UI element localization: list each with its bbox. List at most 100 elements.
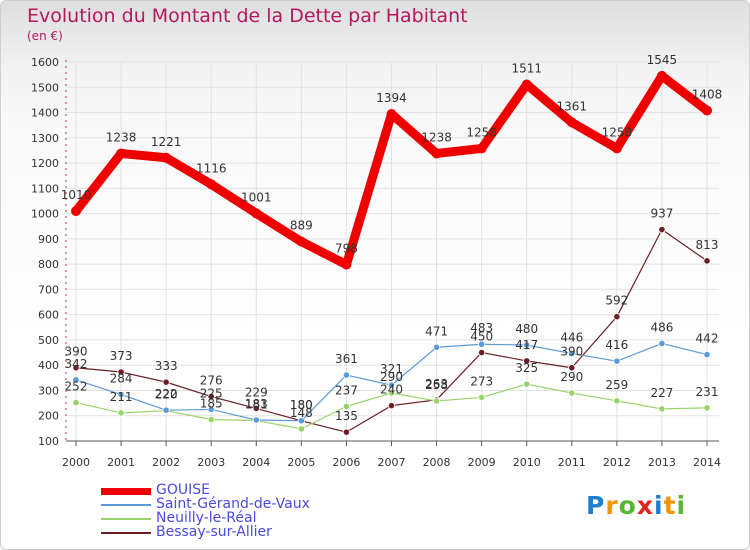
- data-label: 220: [155, 388, 178, 402]
- legend-swatch-gouise: [101, 488, 151, 495]
- data-point: [117, 390, 125, 399]
- data-point: [432, 343, 441, 351]
- chart-subtitle: (en €): [27, 29, 63, 43]
- data-label: 321: [380, 362, 403, 376]
- data-label: 390: [65, 345, 88, 359]
- data-point: [523, 380, 531, 388]
- data-label: 222: [155, 387, 178, 401]
- y-tick-label: 700: [38, 283, 59, 296]
- data-point: [252, 404, 260, 413]
- data-label: 276: [200, 374, 223, 388]
- y-tick-label: 200: [38, 410, 59, 423]
- data-point: [72, 364, 80, 372]
- x-tick-label: 2013: [648, 456, 676, 469]
- y-tick-label: 400: [38, 359, 59, 372]
- x-tick-label: 2010: [513, 456, 541, 469]
- logo-letter: x: [636, 491, 654, 520]
- logo-letter: i: [676, 491, 687, 520]
- legend-label-saint-gerand-de-vaux: Saint-Gérand-de-Vaux: [156, 496, 310, 512]
- data-label: 148: [290, 406, 313, 420]
- data-point: [72, 376, 80, 384]
- data-label: 450: [470, 330, 493, 344]
- data-label: 1258: [466, 125, 497, 139]
- data-point: [613, 397, 621, 405]
- data-point: [613, 313, 621, 321]
- data-point: [568, 349, 576, 358]
- data-label: 592: [605, 294, 628, 308]
- legend-swatch-neuilly-le-real: [101, 518, 151, 520]
- data-label: 442: [696, 332, 719, 346]
- data-label: 361: [335, 352, 358, 366]
- x-tick-label: 2007: [378, 456, 406, 469]
- x-tick-label: 2003: [197, 456, 225, 469]
- data-label: 416: [605, 338, 628, 352]
- data-point: [342, 402, 351, 410]
- data-point: [117, 409, 125, 417]
- data-label: 1545: [647, 53, 678, 67]
- legend-label-gouise: GOUISE: [156, 482, 210, 498]
- data-point: [206, 179, 217, 190]
- data-label: 1394: [376, 91, 407, 105]
- data-point: [568, 389, 576, 397]
- x-tick-label: 2012: [603, 456, 631, 469]
- data-label: 181: [245, 398, 268, 412]
- legend-swatch-saint-gerand-de-vaux: [101, 504, 151, 506]
- data-label: 813: [696, 238, 719, 252]
- data-label: 180: [290, 398, 313, 412]
- data-label: 1258: [602, 125, 633, 139]
- data-label: 417: [515, 338, 538, 352]
- data-label: 273: [470, 374, 493, 388]
- y-tick-label: 1600: [31, 56, 59, 69]
- data-point: [207, 415, 215, 424]
- data-point: [523, 357, 531, 365]
- data-point: [702, 105, 712, 116]
- data-point: [658, 405, 666, 413]
- data-point: [297, 417, 305, 425]
- data-point: [656, 70, 667, 81]
- data-label: 342: [65, 357, 88, 371]
- x-tick-label: 2009: [468, 456, 496, 469]
- data-point: [478, 340, 486, 348]
- data-point: [72, 398, 80, 407]
- data-label: 471: [425, 324, 448, 338]
- data-point: [207, 405, 215, 414]
- y-tick-label: 1100: [31, 182, 59, 195]
- x-tick-label: 2006: [332, 456, 360, 469]
- data-label: 1408: [692, 88, 723, 102]
- data-point: [117, 368, 125, 376]
- legend-item-neuilly-le-real: Neuilly-le-Réal: [101, 510, 361, 526]
- data-label: 290: [380, 370, 403, 384]
- data-label: 390: [560, 345, 583, 359]
- logo-letter: P: [586, 491, 606, 520]
- data-label: 373: [110, 349, 133, 363]
- x-tick-label: 2014: [693, 456, 721, 469]
- y-tick-label: 100: [38, 435, 59, 448]
- y-tick-label: 300: [38, 384, 59, 397]
- y-tick-label: 1200: [31, 157, 59, 170]
- x-tick-label: 2008: [423, 456, 451, 469]
- data-point: [162, 378, 170, 386]
- x-tick-label: 2002: [152, 456, 180, 469]
- y-tick-label: 900: [38, 233, 59, 246]
- data-point: [161, 152, 172, 163]
- data-point: [162, 406, 170, 414]
- chart-title: Evolution du Montant de la Dette par Hab…: [27, 5, 468, 27]
- logo-letter: r: [605, 491, 619, 520]
- legend-swatch-bessay-sur-allier: [101, 532, 151, 534]
- data-point: [478, 348, 486, 357]
- data-label: 1001: [241, 190, 272, 204]
- data-point: [613, 357, 621, 365]
- x-tick-label: 2005: [287, 456, 315, 469]
- logo-letter: i: [654, 491, 664, 520]
- data-label: 1238: [421, 130, 452, 144]
- data-label: 229: [245, 385, 268, 399]
- data-point: [703, 350, 711, 359]
- data-point: [611, 143, 622, 154]
- data-point: [658, 339, 666, 348]
- data-point: [523, 341, 531, 349]
- data-point: [296, 236, 307, 247]
- data-label: 1221: [151, 135, 182, 149]
- legend-item-bessay-sur-allier: Bessay-sur-Allier: [101, 524, 361, 540]
- y-tick-label: 1500: [31, 81, 59, 94]
- data-point: [297, 425, 305, 433]
